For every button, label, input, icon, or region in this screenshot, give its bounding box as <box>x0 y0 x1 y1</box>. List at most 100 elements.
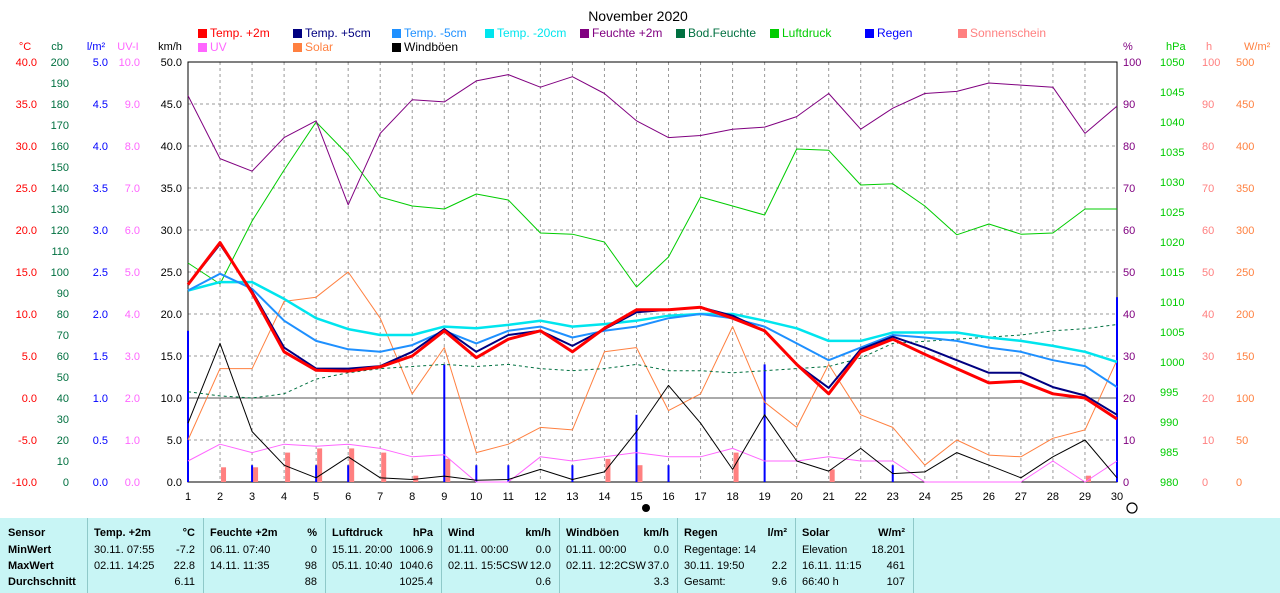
stats-regen-unit: l/m² <box>767 527 787 539</box>
axis-tick-label: 1000 <box>1160 357 1184 369</box>
legend-swatch-regen <box>865 29 874 38</box>
axis-tick-label: 250 <box>1236 267 1254 279</box>
stats-value: 461 <box>886 560 905 572</box>
legend-swatch-uv <box>198 43 207 52</box>
legend-label-temp-5cm: Temp. +5cm <box>305 26 371 40</box>
x-tick-label: 9 <box>441 491 447 503</box>
x-tick-label: 30 <box>1111 491 1123 503</box>
series-line-uv <box>187 443 1118 483</box>
stats-luftdruck-header: Luftdruck <box>332 527 383 539</box>
axis-tick-label: 1045 <box>1160 87 1184 99</box>
x-tick-label: 16 <box>662 491 674 503</box>
axis-tick-label: 350 <box>1236 183 1254 195</box>
axis-tick-label: 0.0 <box>125 477 140 489</box>
legend-label-solar: Solar <box>305 40 333 54</box>
month-end-marker <box>1126 502 1138 514</box>
sunshine-bar <box>637 465 643 482</box>
legend-swatch-windb-en <box>392 43 401 52</box>
axis-tick-label: 30.0 <box>16 141 37 153</box>
legend-label-sonnenschein: Sonnenschein <box>970 26 1046 40</box>
axis-tick-label: 150 <box>51 162 69 174</box>
legend-swatch-sonnenschein <box>958 29 967 38</box>
axis-tick-label: 90 <box>1202 99 1214 111</box>
stats-regen-header: Regen <box>684 527 718 539</box>
sunshine-bar <box>829 469 835 482</box>
axis-tick-label: 30 <box>1123 351 1135 363</box>
rain-bar <box>507 465 510 482</box>
axis-tick-label: 50 <box>1123 267 1135 279</box>
stats-time: 01.11. 00:00 <box>448 544 509 556</box>
axis-unit-w-m: W/m² <box>1244 41 1271 53</box>
axis-tick-label: 10 <box>57 456 69 468</box>
axis-tick-label: 15.0 <box>161 351 182 363</box>
current-day-marker <box>642 504 650 512</box>
axis-tick-label: 150 <box>1236 351 1254 363</box>
stats-feuchte-header: Feuchte +2m <box>210 527 278 539</box>
legend-label-uv: UV <box>210 40 227 54</box>
axis-tick-label: 4.0 <box>93 141 108 153</box>
axis-tick-label: 1.5 <box>93 351 108 363</box>
legend-label-luftdruck: Luftdruck <box>782 26 832 40</box>
x-tick-label: 20 <box>791 491 803 503</box>
axis-tick-label: 3.0 <box>125 351 140 363</box>
stats-windboeen-unit: km/h <box>643 527 669 539</box>
sunshine-bar <box>445 458 451 482</box>
axis-tick-label: 30 <box>1202 351 1214 363</box>
axis-tick-label: 140 <box>51 183 69 195</box>
x-tick-label: 18 <box>726 491 738 503</box>
axis-tick-label: 190 <box>51 78 69 90</box>
stats-value: 2.2 <box>771 560 787 572</box>
axis-tick-label: 1.0 <box>125 435 140 447</box>
axis-unit-cb: cb <box>51 41 63 53</box>
x-tick-label: 17 <box>694 491 706 503</box>
axis-tick-label: 500 <box>1236 57 1254 69</box>
series-line-temp-2m <box>186 241 1118 421</box>
sunshine-bar <box>317 448 323 482</box>
stats-solar-header: Solar <box>802 527 830 539</box>
axis-tick-label: 90 <box>1123 99 1135 111</box>
axis-tick-label: 1035 <box>1160 147 1184 159</box>
chart-title: November 2020 <box>588 8 688 24</box>
stats-value: 37.0 <box>647 560 669 572</box>
sunshine-bar <box>733 452 739 482</box>
axis-tick-label: 1025 <box>1160 207 1184 219</box>
axis-tick-label: 70 <box>1202 183 1214 195</box>
axis-tick-label: 100 <box>1236 393 1254 405</box>
axis-tick-label: 20.0 <box>16 225 37 237</box>
axis-tick-label: 10.0 <box>119 57 140 69</box>
axis-tick-label: 400 <box>1236 141 1254 153</box>
sunshine-bar <box>381 452 387 482</box>
legend-swatch-luftdruck <box>770 29 779 38</box>
stats-time: Gesamt: <box>684 576 726 588</box>
axis-tick-label: 10.0 <box>161 393 182 405</box>
stats-value: 0.0 <box>653 544 669 556</box>
stats-sensor-header: Sensor <box>8 527 46 539</box>
axis-tick-label: 0.0 <box>93 477 108 489</box>
stats-solar-unit: W/m² <box>878 527 905 539</box>
x-tick-label: 2 <box>217 491 223 503</box>
sunshine-bar <box>1085 475 1091 482</box>
stats-value: 1006.9 <box>399 544 433 556</box>
axis-tick-label: 50 <box>1202 267 1214 279</box>
statistics-panel: Sensor MinWert MaxWert Durchschnitt Temp… <box>0 518 1280 593</box>
axis-tick-label: 0 <box>63 477 69 489</box>
axis-tick-label: 60 <box>1202 225 1214 237</box>
axis-tick-label: 80 <box>57 309 69 321</box>
axis-tick-label: 10.0 <box>16 309 37 321</box>
x-tick-label: 27 <box>1015 491 1027 503</box>
axis-tick-label: 985 <box>1160 447 1178 459</box>
stats-windboeen-header: Windböen <box>566 527 620 539</box>
x-tick-label: 10 <box>470 491 482 503</box>
sunshine-bar <box>253 467 259 482</box>
axis-tick-label: 35.0 <box>16 99 37 111</box>
rain-bar <box>571 465 574 482</box>
axis-tick-label: 20 <box>57 435 69 447</box>
rain-bar <box>443 364 446 482</box>
x-tick-label: 5 <box>313 491 319 503</box>
axis-tick-label: 100 <box>51 267 69 279</box>
stats-wind-header: Wind <box>448 527 475 539</box>
axis-tick-label: 50 <box>57 372 69 384</box>
axis-tick-label: 20.0 <box>161 309 182 321</box>
rain-bar <box>763 364 766 482</box>
stats-feuchte-unit: % <box>307 527 317 539</box>
